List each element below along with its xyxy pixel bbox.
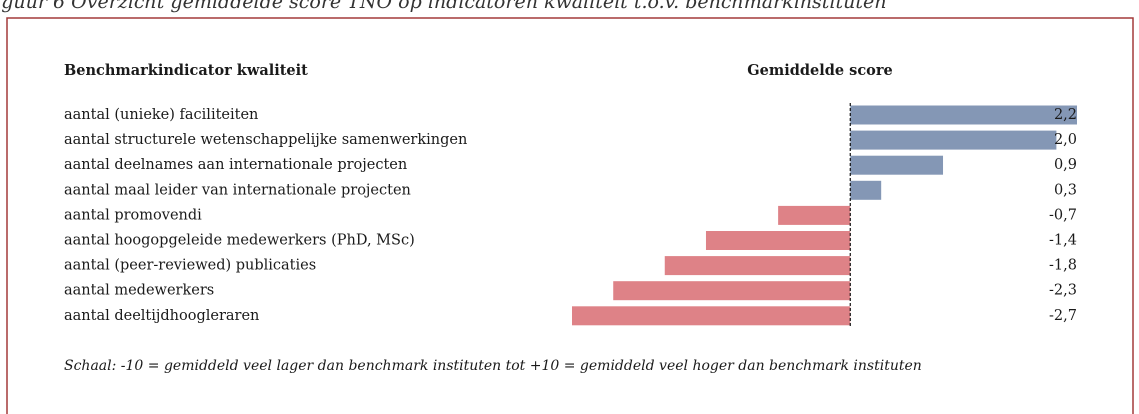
value-label: -2,7 (1049, 308, 1077, 324)
category-label: aantal hoogopgeleide medewerkers (PhD, M… (64, 233, 415, 249)
value-label: 0,9 (1054, 157, 1077, 173)
value-label: -1,4 (1049, 233, 1077, 249)
bar (850, 130, 1057, 150)
category-label: aantal structurele wetenschappelijke sam… (64, 132, 467, 148)
caption: Figuur 6 Overzicht gemiddelde score TNO … (0, 0, 886, 13)
category-label: aantal (unieke) faciliteiten (64, 107, 258, 123)
bar (850, 155, 944, 175)
frame (6, 17, 1134, 414)
bar (664, 256, 851, 276)
value-label: 2,0 (1054, 132, 1077, 148)
category-header: Benchmarkindicator kwaliteit (64, 62, 308, 79)
bar (778, 205, 851, 225)
bar (850, 105, 1077, 125)
value-header: Gemiddelde score (747, 62, 892, 79)
category-label: aantal promovendi (64, 207, 202, 223)
bar (705, 231, 851, 250)
value-label: 0,3 (1054, 182, 1077, 198)
category-label: aantal deeltijdhoogleraren (64, 308, 259, 324)
value-label: -0,7 (1049, 207, 1077, 223)
bar (850, 180, 882, 200)
value-label: 2,2 (1054, 107, 1077, 123)
value-label: -2,3 (1049, 283, 1077, 299)
category-label: aantal deelnames aan internationale proj… (64, 157, 407, 173)
bar (613, 281, 851, 301)
category-label: aantal medewerkers (64, 283, 214, 299)
note: Schaal: -10 = gemiddeld veel lager dan b… (64, 358, 922, 374)
bar (572, 306, 851, 326)
category-label: aantal maal leider van internationale pr… (64, 182, 411, 198)
category-label: aantal (peer-reviewed) publicaties (64, 258, 316, 274)
value-label: -1,8 (1049, 258, 1077, 274)
